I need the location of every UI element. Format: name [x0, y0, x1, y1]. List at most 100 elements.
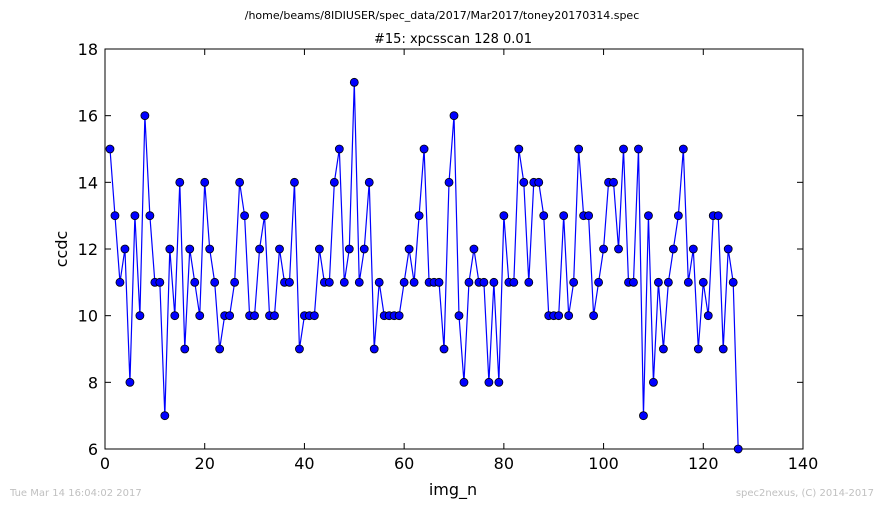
data-point	[519, 177, 529, 187]
data-point	[444, 177, 454, 187]
data-point	[255, 244, 264, 254]
data-point	[354, 277, 364, 287]
data-point	[614, 244, 623, 254]
data-point	[494, 377, 504, 387]
data-point	[559, 211, 569, 221]
data-point	[419, 144, 429, 154]
data-point	[339, 277, 349, 287]
data-point	[723, 244, 733, 254]
data-series	[105, 77, 743, 454]
y-tick-label: 14	[78, 173, 98, 192]
data-point	[718, 344, 728, 354]
x-tick-label: 80	[494, 454, 514, 473]
data-point	[324, 277, 334, 287]
data-point	[185, 244, 195, 254]
data-point	[250, 311, 259, 321]
data-point	[200, 177, 210, 187]
data-point	[180, 344, 190, 354]
data-point	[499, 211, 509, 221]
data-point	[609, 177, 618, 187]
series-line	[109, 82, 739, 450]
y-tick-label: 18	[78, 40, 98, 59]
x-tick-label: 100	[588, 454, 619, 473]
data-point	[175, 177, 185, 187]
data-point	[359, 244, 369, 254]
data-point	[688, 244, 698, 254]
data-point	[110, 211, 120, 221]
data-point	[205, 244, 215, 254]
data-point	[230, 277, 240, 287]
data-point	[135, 311, 145, 321]
data-point	[663, 277, 673, 287]
data-point	[349, 77, 359, 87]
data-point	[235, 177, 245, 187]
data-point	[584, 211, 594, 221]
data-point	[270, 311, 279, 321]
data-point	[654, 277, 663, 287]
x-axis-label: img_n	[429, 480, 477, 500]
data-point	[619, 144, 628, 154]
data-point	[464, 277, 474, 287]
y-tick-label: 6	[88, 440, 98, 459]
x-tick-label: 120	[688, 454, 719, 473]
data-point	[105, 144, 115, 154]
data-point	[404, 244, 414, 254]
data-point	[649, 377, 658, 387]
data-point	[459, 377, 469, 387]
data-point	[309, 311, 319, 321]
data-point	[639, 411, 648, 421]
data-point	[115, 277, 125, 287]
data-point	[634, 144, 643, 154]
data-point	[195, 311, 205, 321]
data-point	[414, 211, 424, 221]
data-point	[225, 311, 235, 321]
data-point	[260, 211, 269, 221]
data-point	[364, 177, 374, 187]
footer-credit: spec2nexus, (C) 2014-2017	[735, 488, 874, 499]
data-point	[454, 311, 464, 321]
data-point	[569, 277, 579, 287]
data-point	[469, 244, 479, 254]
data-point	[514, 144, 524, 154]
data-point	[439, 344, 449, 354]
data-point	[728, 277, 738, 287]
data-point	[170, 311, 180, 321]
data-point	[564, 311, 574, 321]
data-point	[329, 177, 339, 187]
x-tick-label: 0	[100, 454, 110, 473]
y-axis: 6 8 10 12 14 16 18	[78, 40, 803, 459]
data-point	[659, 344, 668, 354]
x-tick-label: 140	[788, 454, 819, 473]
data-point	[399, 277, 409, 287]
data-point	[160, 411, 170, 421]
data-point	[594, 277, 603, 287]
y-tick-label: 12	[78, 240, 98, 259]
file-path-header: /home/beams/8IDIUSER/spec_data/2017/Mar2…	[245, 9, 640, 22]
data-point	[314, 244, 324, 254]
chart-title: #15: xpcsscan 128 0.01	[374, 32, 532, 47]
data-point	[215, 344, 225, 354]
data-point	[130, 211, 140, 221]
data-point	[534, 177, 544, 187]
data-point	[668, 244, 678, 254]
data-point	[290, 177, 299, 187]
data-point	[120, 244, 130, 254]
x-tick-label: 20	[195, 454, 215, 473]
data-point	[733, 444, 743, 454]
data-point	[683, 277, 693, 287]
data-point	[409, 277, 419, 287]
data-point	[698, 277, 708, 287]
x-tick-label: 60	[394, 454, 414, 473]
y-tick-label: 8	[88, 373, 98, 392]
data-point	[155, 277, 165, 287]
data-point	[574, 144, 584, 154]
data-point	[240, 211, 250, 221]
data-point	[285, 277, 294, 287]
data-point	[369, 344, 379, 354]
data-point	[295, 344, 304, 354]
data-point	[554, 311, 564, 321]
data-point	[703, 311, 713, 321]
data-point	[344, 244, 354, 254]
y-tick-label: 10	[78, 307, 98, 326]
